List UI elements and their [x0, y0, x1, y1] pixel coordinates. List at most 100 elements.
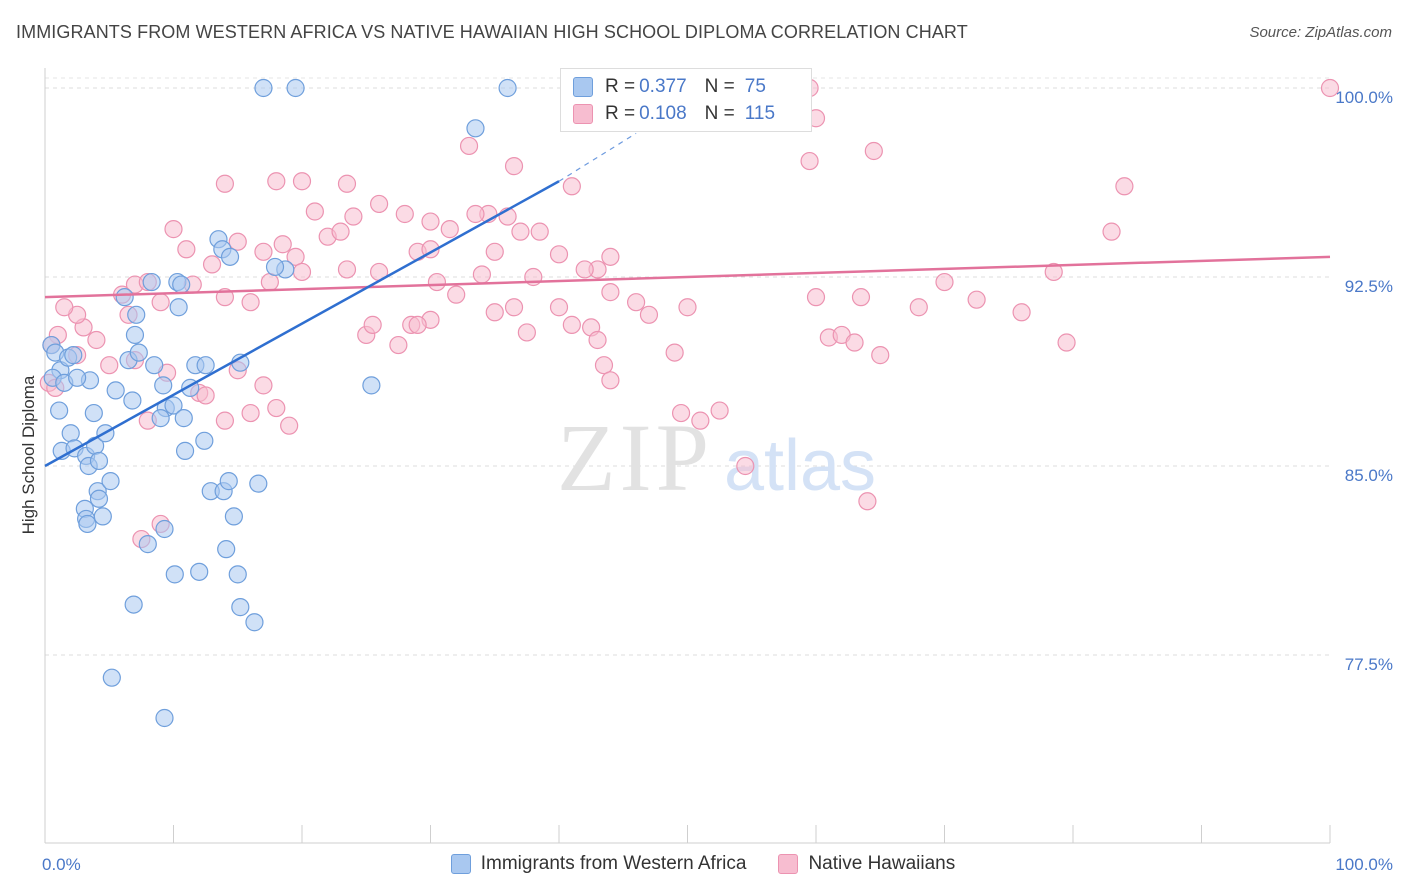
native-hawaiian-point	[421, 212, 440, 231]
western-africa-point	[129, 343, 148, 362]
legend-swatch-pink	[778, 854, 799, 874]
native-hawaiian-point	[273, 235, 292, 254]
western-africa-point	[151, 409, 170, 428]
western-africa-point	[219, 472, 238, 491]
native-hawaiian-point	[601, 283, 620, 302]
native-hawaiian-point	[286, 247, 305, 266]
native-hawaiian-point	[1102, 222, 1121, 241]
native-hawaiian-point	[671, 403, 691, 423]
native-hawaiian-point	[370, 194, 389, 214]
western-africa-point	[498, 78, 517, 98]
western-africa-point	[106, 381, 125, 400]
native-hawaiian-point	[215, 174, 234, 193]
western-africa-point	[145, 356, 164, 375]
n-label: N =	[704, 76, 735, 97]
western-africa-trend-line	[44, 180, 560, 468]
western-africa-point	[254, 78, 273, 98]
western-africa-point	[155, 708, 174, 728]
western-africa-point	[217, 540, 236, 559]
axes	[44, 68, 1331, 844]
native-hawaiian-point	[511, 222, 530, 241]
western-africa-point	[190, 562, 209, 581]
legend-swatch-pink	[573, 104, 593, 124]
western-africa-point	[196, 356, 215, 375]
native-hawaiian-point	[504, 157, 524, 176]
legend-label-native-hawaiian: Native Hawaiians	[808, 853, 956, 874]
western-africa-point	[89, 489, 109, 508]
source-attribution: Source: ZipAtlas.com	[1249, 24, 1392, 41]
series-legend: Immigrants from Western Africa Native Ha…	[0, 850, 1406, 878]
native-hawaiian-point	[202, 255, 222, 274]
native-hawaiian-point	[871, 346, 890, 365]
native-hawaiian-point	[241, 293, 260, 312]
western-africa-point	[89, 451, 109, 471]
western-africa-point	[125, 325, 145, 345]
n-label: N =	[704, 103, 735, 124]
western-africa-point	[127, 305, 146, 324]
western-africa-point	[172, 275, 191, 294]
western-africa-point	[174, 409, 193, 428]
native-hawaiian-point	[1115, 177, 1134, 196]
native-hawaiian-point	[151, 293, 170, 312]
native-hawaiian-point	[408, 315, 427, 334]
native-hawaiian-point	[691, 411, 710, 430]
native-hawaiian-point	[967, 290, 986, 309]
native-hawaiian-point	[292, 172, 312, 191]
chart-title: IMMIGRANTS FROM WESTERN AFRICA VS NATIVE…	[16, 22, 968, 42]
western-africa-point	[84, 403, 103, 423]
native-hawaiian-point	[100, 356, 119, 375]
native-hawaiian-point	[1044, 262, 1063, 282]
native-hawaiian-point	[864, 141, 883, 161]
y-tick-label: 77.5%	[1345, 655, 1393, 674]
native-hawaiian-point	[228, 232, 247, 251]
y-tick-label: 100.0%	[1335, 88, 1393, 107]
western-africa-point	[165, 565, 184, 584]
native-hawaiian-point	[710, 401, 729, 420]
western-africa-point	[154, 376, 173, 395]
native-hawaiian-point	[562, 315, 581, 334]
native-hawaiian-point	[909, 298, 928, 317]
native-hawaiian-point	[55, 298, 74, 317]
native-hawaiian-point	[164, 220, 183, 239]
western-africa-point	[265, 257, 285, 277]
native-hawaiian-point	[1057, 333, 1076, 352]
native-hawaiian-point	[800, 151, 819, 171]
western-africa-point	[164, 396, 183, 415]
western-africa-point	[142, 272, 161, 292]
native-hawaiian-point	[678, 298, 697, 317]
legend-swatch-blue	[450, 854, 471, 874]
western-africa-point	[362, 376, 381, 395]
legend-item-western-africa[interactable]: Immigrants from Western Africa	[450, 853, 746, 875]
native-hawaiian-point	[337, 260, 357, 279]
native-hawaiian-point	[806, 288, 826, 307]
native-hawaiian-point	[241, 403, 260, 423]
native-hawaiian-point	[504, 298, 524, 317]
native-hawaiian-point	[254, 242, 273, 261]
n-value-western-africa: 75	[744, 76, 766, 97]
n-value-native-hawaiian: 115	[744, 103, 776, 124]
western-africa-point	[64, 346, 83, 365]
native-hawaiian-point	[331, 222, 350, 241]
legend-item-native-hawaiian[interactable]: Native Hawaiians	[778, 853, 955, 875]
western-africa-point	[123, 391, 142, 410]
western-africa-point	[101, 472, 120, 491]
western-africa-point	[245, 613, 264, 632]
legend-swatch-blue	[573, 77, 593, 97]
native-hawaiian-point	[177, 240, 196, 259]
x-tick-label: 0.0%	[42, 855, 81, 874]
native-hawaiian-point	[594, 356, 614, 375]
western-africa-point	[61, 424, 80, 443]
western-africa-point	[286, 78, 305, 98]
western-africa-point	[224, 507, 243, 526]
native-hawaiian-point	[344, 207, 363, 226]
western-africa-point	[102, 668, 121, 687]
native-hawaiian-point	[588, 330, 607, 350]
native-hawaiian-point	[280, 416, 299, 435]
native-hawaiian-point	[549, 298, 569, 317]
x-tick-label: 100.0%	[1335, 855, 1393, 874]
legend-row-native-hawaiian: R = 0.108 N = 115	[573, 101, 775, 127]
native-hawaiian-point	[459, 136, 479, 156]
y-tick-label: 85.0%	[1345, 466, 1393, 485]
r-label: R =	[605, 103, 636, 124]
